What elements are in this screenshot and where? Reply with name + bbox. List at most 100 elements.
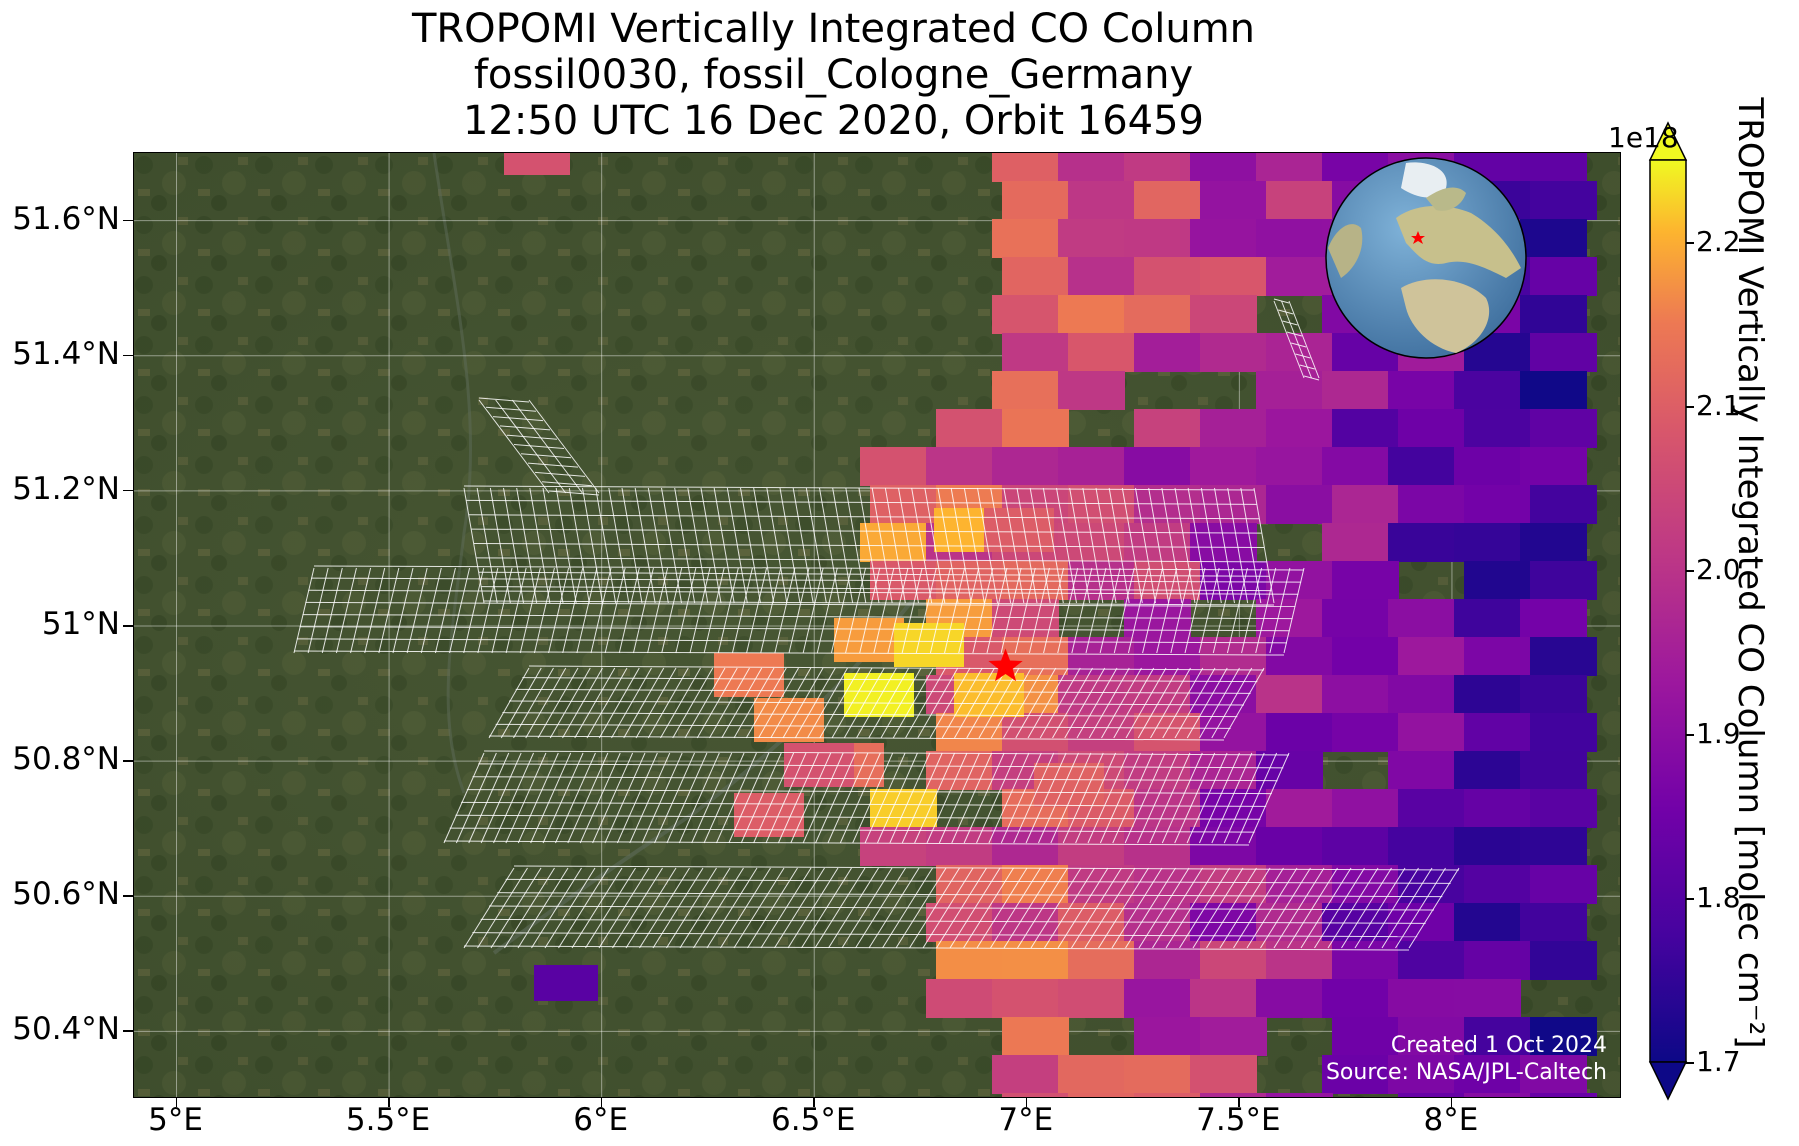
footprint-swath-7 xyxy=(1273,298,1320,381)
globe-land-africa xyxy=(1401,279,1490,353)
co-pixel xyxy=(1266,637,1333,676)
co-pixel xyxy=(1124,1055,1191,1094)
co-pixel xyxy=(1332,561,1399,600)
co-pixel xyxy=(1520,1055,1587,1094)
co-pixel xyxy=(834,618,904,662)
credit-created: Created 1 Oct 2024 xyxy=(1390,1033,1607,1058)
co-pixel xyxy=(1058,371,1125,410)
co-pixel xyxy=(1134,789,1201,828)
co-pixel xyxy=(1266,485,1333,524)
co-pixel xyxy=(1398,941,1465,980)
lon-tick-label: 5°E xyxy=(148,1102,203,1138)
co-pixel xyxy=(1068,941,1135,980)
co-pixel xyxy=(1068,181,1135,220)
co-pixel xyxy=(1398,865,1465,904)
co-pixel xyxy=(1530,485,1597,524)
co-pixel xyxy=(1464,485,1531,524)
lon-tick-mark xyxy=(1025,1098,1028,1107)
co-pixel xyxy=(1190,827,1257,866)
colorbar-tick-mark xyxy=(1686,406,1694,408)
colorbar-tick-mark xyxy=(1686,1062,1694,1064)
chart-title-line3: 12:50 UTC 16 Dec 2020, Orbit 16459 xyxy=(462,98,1205,144)
co-pixel xyxy=(1454,979,1521,1018)
co-pixel xyxy=(1134,257,1201,296)
co-pixel xyxy=(1124,447,1191,486)
co-pixel xyxy=(1200,181,1267,220)
target-marker-layer xyxy=(988,648,1023,682)
co-pixel xyxy=(1530,637,1597,676)
co-pixel xyxy=(1124,523,1191,562)
co-pixel xyxy=(1398,1017,1465,1056)
colorbar-tick-label: 2.1 xyxy=(1696,389,1741,422)
co-pixel xyxy=(1520,295,1587,334)
co-pixel xyxy=(1002,409,1069,448)
co-pixel xyxy=(1322,599,1389,638)
co-pixel xyxy=(1388,827,1455,866)
co-pixel xyxy=(936,941,1003,980)
co-pixel xyxy=(1388,751,1455,790)
colorbar-exponent: 1e18 xyxy=(1608,121,1679,154)
co-pixel xyxy=(1124,219,1191,258)
colorbar-tick-mark xyxy=(1686,570,1694,572)
co-pixel xyxy=(1190,979,1257,1018)
lon-tick-mark xyxy=(1238,1098,1240,1107)
co-pixel xyxy=(926,447,993,486)
co-pixel xyxy=(1322,675,1389,714)
co-pixel xyxy=(1520,827,1587,866)
co-pixel xyxy=(1124,827,1191,866)
co-pixel xyxy=(1388,599,1455,638)
co-pixel xyxy=(1200,333,1267,372)
river-meuse xyxy=(432,153,473,794)
co-pixel xyxy=(1388,675,1455,714)
globe-land-scandinavia xyxy=(1426,187,1466,211)
co-pixel xyxy=(1464,941,1531,980)
co-pixel xyxy=(1190,447,1257,486)
co-pixel xyxy=(926,979,993,1018)
co-pixel xyxy=(504,153,570,175)
co-pixel xyxy=(1398,1093,1465,1097)
lon-tick-mark xyxy=(813,1098,815,1107)
lon-tick-label: 7°E xyxy=(998,1102,1054,1138)
co-pixel xyxy=(1134,1017,1201,1056)
co-pixel xyxy=(1398,485,1465,524)
co-pixel xyxy=(1520,523,1587,562)
co-pixel xyxy=(1058,219,1125,258)
co-pixel xyxy=(1464,865,1531,904)
lat-tick-mark xyxy=(123,895,133,897)
co-pixel xyxy=(1266,409,1333,448)
co-pixel xyxy=(1266,181,1333,220)
co-pixel xyxy=(1520,599,1587,638)
co-pixel xyxy=(1520,153,1587,182)
colorbar-tick-label: 1.8 xyxy=(1696,881,1741,914)
co-pixel xyxy=(1190,295,1257,334)
co-pixel xyxy=(1200,713,1267,752)
co-pixel xyxy=(1322,979,1389,1018)
colorbar xyxy=(1648,121,1688,1101)
lon-tick-label: 6.5°E xyxy=(771,1102,856,1138)
footprint-swath-4 xyxy=(443,750,1290,846)
co-pixel xyxy=(1256,371,1323,410)
co-pixel xyxy=(1256,827,1323,866)
co-pixel xyxy=(1002,181,1069,220)
lon-tick-mark xyxy=(1450,1098,1453,1107)
lon-tick-label: 6°E xyxy=(573,1102,629,1138)
co-pixel xyxy=(1266,1093,1333,1097)
co-pixel xyxy=(1332,865,1399,904)
co-pixel xyxy=(1454,751,1521,790)
co-pixel xyxy=(1530,1093,1597,1097)
co-pixel xyxy=(1464,561,1531,600)
co-pixel xyxy=(992,827,1059,866)
co-pixel xyxy=(860,827,927,866)
map-panel[interactable] xyxy=(133,152,1621,1098)
co-pixel xyxy=(1256,219,1323,258)
co-pixel xyxy=(1520,447,1587,486)
co-pixel xyxy=(1058,979,1125,1018)
co-pixel xyxy=(1454,903,1521,942)
co-pixel xyxy=(1200,1017,1267,1056)
lat-tick-mark xyxy=(123,760,133,762)
target-footprints xyxy=(293,298,1460,951)
co-pixel xyxy=(1398,789,1465,828)
lat-tick-label: 51.2°N xyxy=(12,470,120,507)
co-pixel xyxy=(1200,1093,1267,1097)
lat-tick-label: 51°N xyxy=(41,606,120,642)
